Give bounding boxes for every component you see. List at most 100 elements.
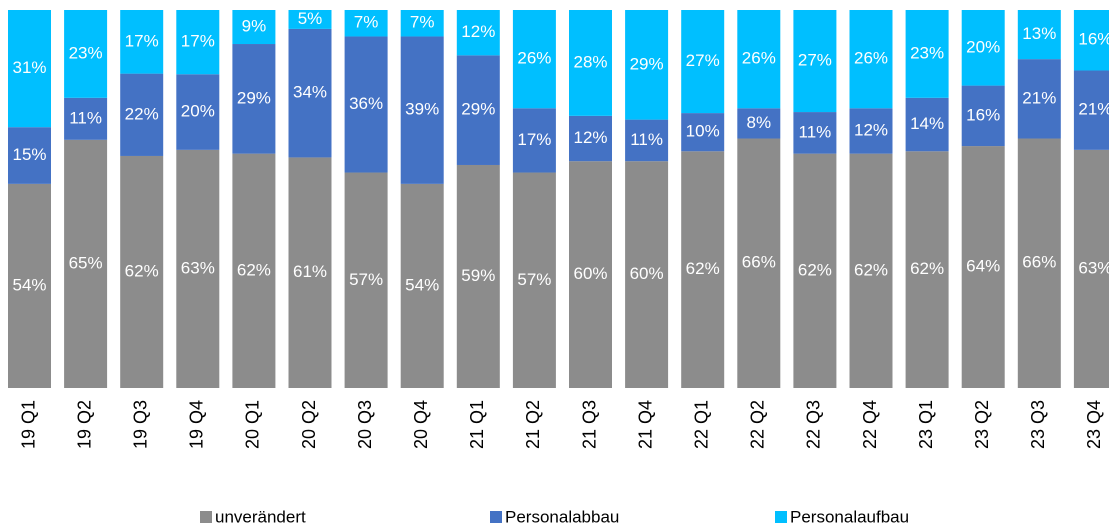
bar-segment	[681, 113, 725, 152]
bar-segment	[344, 36, 388, 173]
data-label: 15%	[12, 145, 46, 164]
bar-segment	[1017, 59, 1061, 139]
x-tick-label: 21 Q3	[579, 400, 599, 449]
bar-segment	[8, 127, 51, 184]
legend-label: unverändert	[215, 507, 306, 526]
data-label: 11%	[799, 122, 832, 141]
bar-segment	[400, 10, 444, 37]
data-label: 23%	[910, 43, 944, 62]
bar-segment	[569, 161, 612, 388]
data-label: 7%	[410, 13, 435, 32]
x-tick-label: 20 Q1	[243, 400, 263, 449]
bar-segment	[681, 151, 725, 388]
bar-segment	[8, 10, 51, 128]
bar-segment	[232, 153, 276, 388]
data-label: 62%	[798, 260, 832, 279]
bar-segment	[288, 28, 332, 158]
data-label: 13%	[1022, 24, 1056, 43]
bar-segment	[569, 115, 612, 162]
data-label: 26%	[854, 49, 888, 68]
x-tick-label: 21 Q4	[635, 400, 655, 449]
data-label: 7%	[354, 13, 379, 32]
bar-segment	[64, 97, 108, 140]
bar-segment	[961, 10, 1005, 86]
bar-segment	[120, 10, 164, 74]
data-label: 16%	[1078, 30, 1109, 49]
bar-segment	[905, 151, 949, 388]
data-label: 14%	[910, 114, 944, 133]
data-label: 29%	[630, 54, 664, 73]
data-label: 10%	[686, 122, 720, 141]
data-label: 60%	[573, 264, 607, 283]
bar-segment	[120, 155, 164, 388]
data-label: 11%	[630, 130, 663, 149]
data-label: 63%	[1078, 258, 1109, 277]
bar-segment	[344, 10, 388, 37]
bar-segment	[961, 85, 1005, 147]
bar-segment	[849, 108, 893, 154]
data-label: 57%	[349, 270, 383, 289]
x-tick-label: 20 Q4	[411, 400, 431, 449]
bar-segment	[793, 112, 837, 154]
data-label: 17%	[125, 31, 159, 50]
x-tick-label: 22 Q4	[860, 400, 880, 449]
bar-segment	[512, 172, 556, 388]
bar-segment	[288, 10, 332, 29]
data-label: 26%	[517, 49, 551, 68]
bar-segment	[1017, 10, 1061, 60]
data-label: 29%	[461, 100, 495, 119]
bar-segment	[625, 119, 669, 162]
data-label: 12%	[854, 120, 888, 139]
bar-segment	[1073, 70, 1109, 150]
data-label: 66%	[742, 253, 776, 272]
data-label: 12%	[573, 128, 607, 147]
legend-swatch	[775, 511, 787, 523]
data-label: 62%	[854, 260, 888, 279]
data-label: 62%	[686, 259, 720, 278]
x-tick-label: 22 Q2	[748, 400, 768, 449]
data-label: 27%	[798, 51, 832, 70]
bar-segment	[849, 153, 893, 388]
data-label: 26%	[742, 49, 776, 68]
bar-segment	[681, 10, 725, 114]
x-tick-label: 20 Q2	[299, 400, 319, 449]
x-tick-label: 19 Q4	[187, 400, 207, 449]
data-label: 61%	[293, 262, 327, 281]
bar-segment	[288, 157, 332, 388]
data-label: 23%	[69, 43, 103, 62]
data-label: 17%	[517, 130, 551, 149]
bar-segment	[569, 10, 612, 116]
bar-segment	[905, 10, 949, 98]
data-label: 11%	[69, 108, 102, 127]
x-tick-label: 19 Q1	[18, 400, 38, 449]
x-tick-label: 21 Q2	[523, 400, 543, 449]
bar-segment	[64, 10, 108, 98]
x-tick-label: 21 Q1	[467, 400, 487, 449]
x-tick-label: 20 Q3	[355, 400, 375, 449]
x-tick-label: 23 Q3	[1028, 400, 1048, 449]
data-label: 34%	[293, 83, 327, 102]
bar-segment	[625, 10, 669, 120]
data-label: 59%	[461, 266, 495, 285]
data-label: 54%	[405, 275, 439, 294]
x-tick-label: 23 Q4	[1084, 400, 1104, 449]
bar-segment	[64, 139, 108, 388]
data-label: 31%	[12, 58, 46, 77]
x-tick-label: 23 Q2	[972, 400, 992, 449]
data-label: 21%	[1078, 100, 1109, 119]
bar-segment	[793, 153, 837, 388]
data-label: 20%	[966, 37, 1000, 56]
bar-segment	[512, 108, 556, 173]
data-label: 28%	[573, 52, 607, 71]
data-label: 22%	[125, 104, 159, 123]
bar-segment	[961, 146, 1005, 388]
bar-segment	[905, 97, 949, 152]
bar-segment	[1017, 138, 1061, 388]
x-tick-label: 22 Q3	[804, 400, 824, 449]
data-label: 8%	[747, 113, 772, 132]
data-label: 62%	[910, 259, 944, 278]
data-label: 27%	[686, 51, 720, 70]
data-label: 54%	[12, 275, 46, 294]
legend-swatch	[200, 511, 212, 523]
data-label: 65%	[69, 253, 103, 272]
